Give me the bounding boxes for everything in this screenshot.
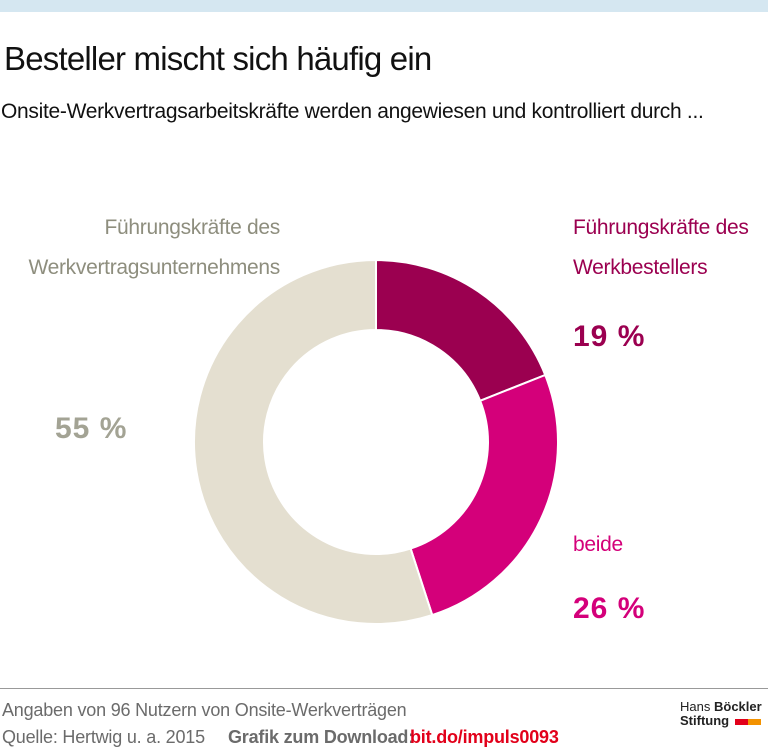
value-label: 19 % xyxy=(573,320,645,353)
chart-title: Besteller mischt sich häufig ein xyxy=(4,40,432,77)
logo-text: Hans xyxy=(680,699,711,714)
footer-download: Grafik zum Download: xyxy=(228,727,415,747)
logo: Hans Böckler Stiftung xyxy=(680,700,762,728)
footer-rule xyxy=(0,688,768,689)
logo-text: Böckler xyxy=(713,699,762,714)
footer-note: Angaben von 96 Nutzern von Onsite-Werkve… xyxy=(2,700,407,720)
chart-subtitle: Onsite-Werkvertragsarbeitskräfte werden … xyxy=(1,100,704,123)
value-label: 55 % xyxy=(55,412,127,445)
logo-text: Stiftung xyxy=(680,713,730,728)
top-bar xyxy=(0,0,768,12)
value-label: 26 % xyxy=(573,592,645,625)
category-label: Führungskräfte des Werkvertragsunternehm… xyxy=(28,216,280,279)
footer-source: Quelle: Hertwig u. a. 2015 xyxy=(2,727,205,747)
logo-mark xyxy=(734,719,748,725)
category-label: Führungskräfte des Werkbestellers xyxy=(573,216,749,279)
category-label: beide xyxy=(573,533,623,556)
donut-segment xyxy=(193,258,434,625)
footer-link[interactable]: bit.do/impuls0093 xyxy=(410,727,559,747)
logo-mark xyxy=(747,719,761,725)
donut-segment xyxy=(375,258,547,403)
donut-segment xyxy=(409,373,559,617)
